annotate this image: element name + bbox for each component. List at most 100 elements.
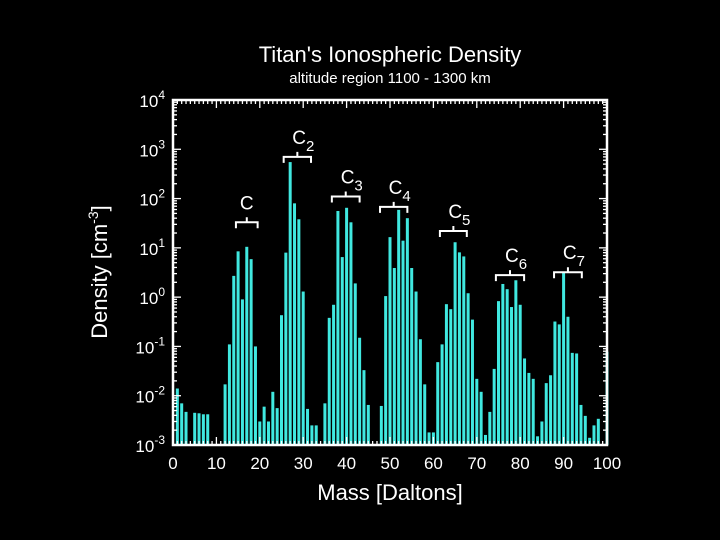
bar-mass-5: [193, 412, 197, 445]
bracket-C4: [379, 201, 409, 213]
bar-mass-86: [544, 383, 548, 445]
bar-mass-88: [553, 321, 557, 445]
bar-mass-94: [579, 404, 583, 445]
bar-mass-42: [353, 283, 357, 445]
x-tick-label: 90: [554, 454, 573, 473]
bar-mass-44: [362, 370, 366, 445]
x-tick-label: 40: [337, 454, 356, 473]
bar-mass-51: [392, 268, 396, 445]
bar-mass-80: [518, 304, 522, 445]
y-axis-label-end: ]: [87, 205, 112, 211]
annotation-C7: C7: [563, 243, 585, 270]
bar-mass-85: [540, 421, 544, 445]
x-axis-label: Mass [Daltons]: [317, 480, 463, 505]
annotation-C3: C3: [341, 168, 363, 195]
bar-mass-1: [175, 388, 179, 445]
bar-mass-57: [418, 339, 422, 445]
bar-mass-37: [332, 304, 336, 445]
x-tick-label: 70: [467, 454, 486, 473]
bar-mass-31: [306, 408, 310, 445]
bar-mass-24: [275, 408, 279, 445]
bar-mass-74: [492, 368, 496, 445]
bar-mass-48: [379, 405, 383, 445]
y-axis-label-exp: -3: [85, 211, 101, 224]
bar-mass-25: [280, 315, 283, 445]
bar-mass-28: [293, 203, 297, 445]
annotation-C4: C4: [389, 178, 411, 205]
y-tick-label: 104: [139, 88, 165, 111]
bar-mass-38: [336, 210, 340, 445]
bar-mass-6: [197, 413, 201, 445]
bar-mass-89: [557, 324, 561, 445]
y-axis-label: Density [cm-3]: [85, 205, 112, 339]
bar-mass-61: [436, 362, 440, 445]
bar-mass-3: [184, 411, 188, 445]
annotations-group: C C2 C3 C4 C5 C6 C7: [234, 128, 585, 282]
bracket-C7: [553, 267, 583, 279]
bar-mass-52: [397, 209, 401, 445]
bar-mass-71: [479, 391, 483, 445]
bar-mass-14: [232, 275, 236, 445]
x-tick-label: 60: [424, 454, 443, 473]
bar-mass-77: [505, 289, 509, 445]
bar-mass-66: [457, 252, 461, 445]
bar-mass-79: [514, 280, 518, 445]
x-tick-label: 50: [381, 454, 400, 473]
bar-mass-22: [266, 421, 270, 445]
bar-mass-56: [414, 291, 418, 445]
bracket-C3: [330, 191, 361, 203]
bar-mass-17: [245, 246, 249, 445]
bar-mass-33: [314, 425, 318, 445]
bar-mass-59: [427, 432, 431, 445]
chart-title: Titan's Ionospheric Density: [258, 42, 522, 67]
bar-mass-40: [345, 207, 349, 445]
bracket-C6: [494, 270, 526, 282]
y-tick-label: 102: [139, 187, 165, 210]
bar-mass-20: [258, 421, 262, 445]
bar-mass-97: [592, 425, 596, 445]
bar-mass-69: [470, 319, 474, 445]
bar-mass-27: [288, 162, 292, 445]
bracket-C2: [282, 151, 313, 163]
y-tick-label: 10-2: [135, 384, 165, 407]
bar-mass-12: [223, 384, 227, 445]
x-tick-label: 20: [250, 454, 269, 473]
bar-mass-84: [536, 436, 540, 445]
bar-mass-70: [475, 378, 479, 445]
bars-group: [175, 162, 609, 445]
bar-mass-19: [253, 346, 257, 445]
bar-mass-90: [562, 272, 566, 445]
bar-mass-41: [349, 222, 353, 445]
bar-mass-39: [340, 257, 344, 445]
x-tick-label: 30: [294, 454, 313, 473]
axes-group: 0 10 20 30 40 50 60 70 80 90 100 104 103 102 101 100 10-…: [135, 88, 621, 473]
bracket-C: [234, 217, 259, 229]
y-tick-label: 10-1: [135, 334, 165, 357]
bar-mass-36: [327, 317, 331, 445]
bar-mass-92: [570, 352, 574, 445]
y-tick-label: 101: [139, 236, 165, 259]
x-tick-label: 100: [593, 454, 621, 473]
bar-mass-95: [583, 415, 587, 445]
annotation-C6: C6: [505, 246, 527, 273]
x-tick-label: 10: [207, 454, 226, 473]
bar-mass-23: [271, 391, 275, 445]
bar-mass-81: [523, 358, 527, 445]
bar-mass-53: [401, 240, 405, 445]
bar-mass-29: [297, 219, 301, 445]
bar-mass-62: [440, 344, 444, 445]
y-axis-label-main: Density [cm: [87, 224, 112, 339]
bar-mass-13: [227, 344, 231, 445]
y-tick-label: 10-3: [135, 433, 165, 456]
bar-mass-98: [596, 418, 600, 445]
bar-mass-26: [284, 252, 288, 445]
bar-mass-72: [483, 434, 487, 445]
bar-mass-30: [301, 291, 305, 445]
bar-mass-49: [384, 296, 388, 445]
bar-mass-43: [358, 337, 362, 445]
bar-mass-63: [444, 304, 448, 445]
bar-mass-8: [206, 414, 210, 445]
bar-mass-2: [180, 403, 184, 445]
bar-mass-78: [510, 307, 514, 445]
